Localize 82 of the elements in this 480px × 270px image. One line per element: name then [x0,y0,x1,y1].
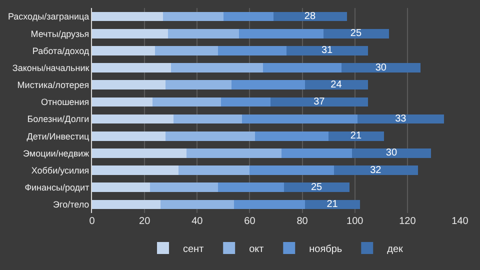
x-tick-label: 100 [346,216,364,227]
y-tick-label: Мечты/друзья [30,28,90,39]
bar [92,166,179,175]
y-tick-label: Финансы/родит [24,182,90,193]
bar [218,182,284,192]
x-tick-label: 0 [89,216,96,227]
bar [92,80,166,90]
bar [234,200,305,210]
bar [92,46,156,56]
bar [334,166,418,175]
bar [357,114,444,124]
bar [281,148,352,158]
legend-label: ноябрь [309,244,342,255]
data-label: 30 [375,62,387,74]
data-label: 21 [326,198,338,210]
bar [218,46,287,56]
x-tick-label: 40 [192,216,204,227]
bar [286,46,368,56]
bar [92,131,166,141]
bar [242,114,358,124]
bar [92,148,187,158]
bar [155,46,218,56]
y-tick-label: Эго/тело [53,200,90,210]
data-label: 31 [321,45,334,56]
bar [150,182,218,192]
data-label: 28 [304,11,316,22]
y-tick-label: Эмоции/недвиж [23,148,90,158]
bar [254,131,329,141]
bar [250,166,334,175]
bar [239,28,324,38]
y-tick-label: Работа/доход [32,46,90,56]
y-tick-label: Расходы/заграница [8,12,90,22]
bar [186,148,282,158]
bar [323,28,390,38]
bar [173,114,242,124]
bar [92,114,174,124]
bar [162,12,224,22]
legend-label: дек [387,244,404,255]
bar [152,97,221,107]
bar [304,80,368,90]
legend-label: окт [249,244,264,255]
data-label: 30 [386,148,398,159]
x-tick-label: 60 [244,216,256,227]
bar [92,63,171,72]
data-label: 21 [350,130,362,142]
bar [352,148,432,158]
data-label: 25 [350,28,362,40]
y-tick-label: Мистика/лотерея [17,80,90,90]
y-tick-label: Дети/Инвестиц [26,131,90,142]
data-label: 37 [314,96,326,108]
bar [168,28,240,38]
legend-label: сент [183,244,204,255]
data-label: 32 [370,164,382,176]
bar [160,200,234,210]
y-tick-label: Законы/начальник [12,62,90,73]
y-tick-label: Отношения [40,97,90,108]
y-tick-label: Болезни/Долги [27,114,90,124]
x-tick-label: 120 [399,216,416,227]
data-label: 24 [330,79,342,90]
bar [262,63,342,72]
bar [170,63,263,72]
bar [328,131,384,141]
bar [92,28,168,38]
y-tick-label: Хобби/усилия [31,165,90,176]
bar [92,12,163,22]
bar [220,97,271,107]
bar [92,182,150,192]
bar [166,131,255,141]
bar [223,12,274,22]
bar [166,80,232,90]
x-tick-label: 80 [296,216,308,227]
bar [342,63,421,72]
x-tick-label: 20 [139,216,151,227]
x-tick-label: 140 [452,216,469,227]
data-label: 33 [395,114,407,125]
data-label: 25 [310,182,323,193]
bar [284,182,350,192]
bar [92,97,152,107]
bar [231,80,305,90]
bar [178,166,250,175]
bar [270,97,368,107]
bar [92,200,160,210]
